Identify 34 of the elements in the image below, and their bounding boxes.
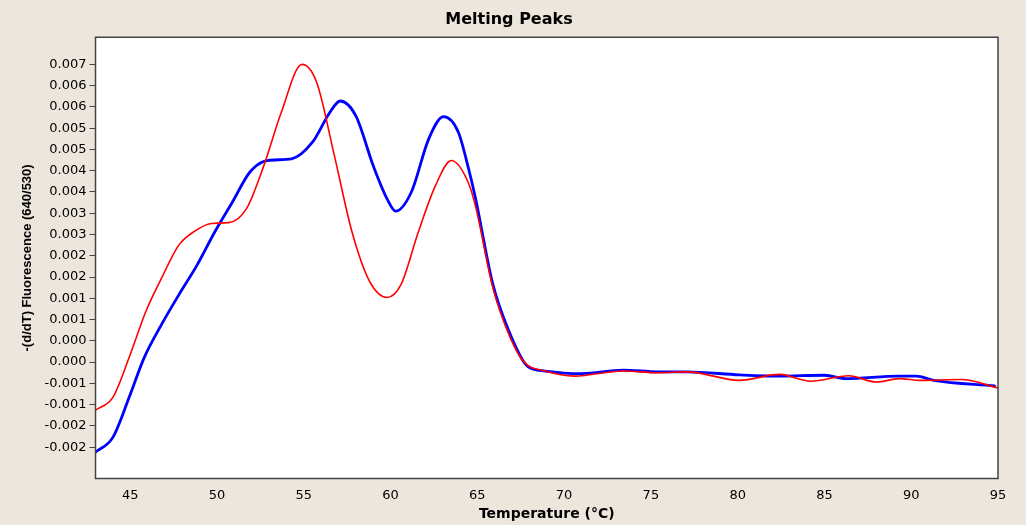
x-tick-label: 95 <box>989 486 1007 502</box>
y-tick-label: 0.001 <box>49 310 87 326</box>
y-tick-label: 0.004 <box>49 162 87 178</box>
chart-title: Melting Peaks <box>445 8 573 28</box>
y-tick-label: 0.003 <box>49 225 87 241</box>
y-axis-title: -(d/dT) Fluorescence (640/530) <box>19 164 35 352</box>
x-tick-label: 70 <box>555 486 573 502</box>
x-tick-label: 80 <box>729 486 746 502</box>
y-tick-label: 0.005 <box>49 119 87 135</box>
x-tick-label: 85 <box>816 486 833 502</box>
x-tick-label: 75 <box>642 486 660 502</box>
y-tick-label: -0.002 <box>44 417 87 433</box>
y-tick-label: 0.007 <box>49 55 87 71</box>
x-tick-label: 55 <box>295 486 313 502</box>
y-tick-label: 0.002 <box>49 247 87 263</box>
x-tick-label: 90 <box>902 486 920 502</box>
y-tick-label: -0.002 <box>44 438 87 454</box>
y-tick-label: 0.005 <box>49 140 87 156</box>
y-tick-label: 0.004 <box>49 183 87 199</box>
y-tick-label: -0.001 <box>44 374 87 390</box>
x-tick-label: 45 <box>121 486 139 502</box>
line-series <box>95 63 998 411</box>
x-axis-title: Temperature (°C) <box>478 505 615 522</box>
y-tick-label: 0.001 <box>49 289 87 305</box>
x-tick-label: 60 <box>382 486 399 502</box>
y-tick-label: 0.006 <box>49 77 87 93</box>
x-tick-label: 50 <box>208 486 226 502</box>
y-tick-label: 0.003 <box>49 204 87 220</box>
y-tick-label: -0.001 <box>44 395 87 411</box>
x-tick-label: 65 <box>469 486 486 502</box>
y-tick-label: 0.000 <box>49 332 87 348</box>
y-tick-label: 0.000 <box>49 353 87 369</box>
y-tick-label: 0.002 <box>49 268 87 284</box>
y-tick-label: 0.006 <box>49 98 87 114</box>
